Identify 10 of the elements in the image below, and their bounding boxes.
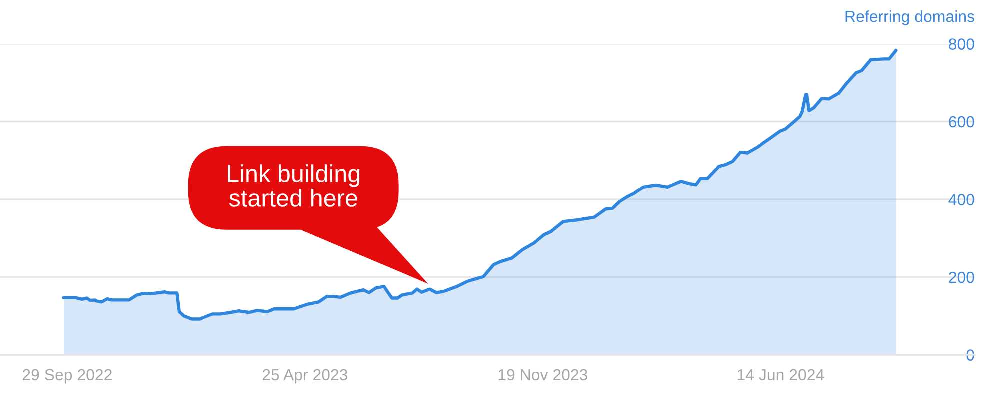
- y-tick-label: 200: [949, 272, 974, 284]
- y-tick-label: 400: [948, 194, 974, 206]
- y-tick-label: 600: [949, 116, 974, 128]
- y-axis-title: Referring domains: [846, 10, 974, 26]
- x-tick-label: 25 Apr 2023: [262, 369, 348, 384]
- x-tick-label: 14 Jun 2024: [738, 369, 824, 381]
- y-tick-label: 800: [949, 38, 974, 50]
- annotation: Link building started here: [228, 164, 360, 207]
- x-tick-label: 29 Sep 2022: [22, 369, 112, 384]
- x-tick-label: 19 Nov 2023: [498, 369, 588, 381]
